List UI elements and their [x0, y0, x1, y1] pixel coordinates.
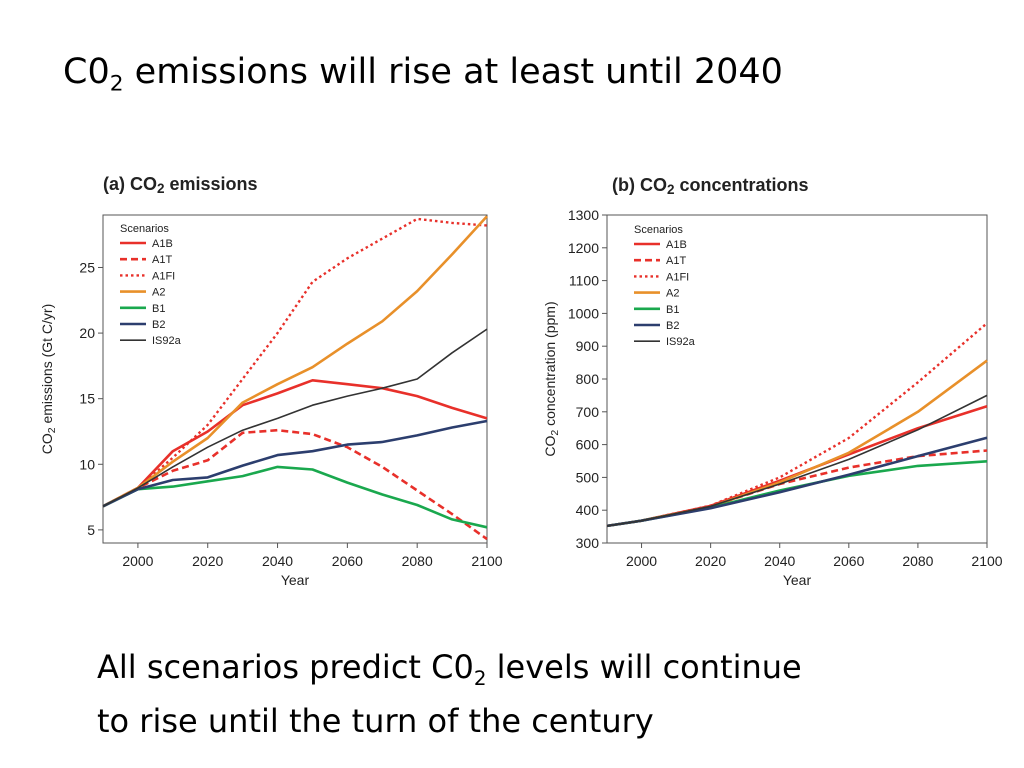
- y-tick-label: 800: [576, 371, 600, 387]
- x-tick-label: 2100: [471, 553, 502, 569]
- x-tick-label: 2040: [764, 553, 795, 569]
- legend-label-is92a: IS92a: [666, 336, 696, 348]
- legend-label-is92a: IS92a: [152, 335, 182, 347]
- legend: Scenarios A1B A1T A1FI A2 B1 B2 IS92a: [120, 223, 182, 347]
- y-tick-label: 1100: [569, 273, 599, 289]
- legend-title: Scenarios: [634, 224, 683, 236]
- legend-label-a2: A2: [152, 287, 165, 299]
- plot-frame: [606, 214, 988, 544]
- y-tick-label: 1300: [568, 207, 599, 223]
- series-line-b2: [102, 419, 488, 508]
- chart-concentrations: (b) CO2 concentrations 300 400 500 600 700 800…: [542, 175, 1003, 588]
- legend: Scenarios A1B A1T A1FI A2 B1 B2 IS92a: [634, 224, 696, 348]
- legend-label-b1: B1: [152, 303, 165, 315]
- x-tick-label: 2000: [626, 553, 657, 569]
- series-line-a1fi: [102, 217, 488, 508]
- y-tick-label: 600: [576, 437, 600, 453]
- legend-label-b2: B2: [152, 319, 165, 331]
- body-line-2: to rise until the turn of the century: [97, 701, 654, 740]
- series-line-a2: [102, 215, 488, 508]
- y-tick-label: 1000: [568, 305, 599, 321]
- y-tick-label: 500: [576, 469, 600, 485]
- y-axis-label: CO2 emissions (Gt C/yr): [39, 304, 58, 455]
- y-tick-label: 5: [87, 522, 95, 538]
- series-line-a1b: [102, 379, 488, 508]
- y-tick-label: 900: [576, 338, 600, 354]
- y-tick-label: 400: [576, 502, 600, 518]
- chart-title: (b) CO2 concentrations: [612, 175, 809, 197]
- legend-title: Scenarios: [120, 223, 169, 235]
- x-axis-label: Year: [281, 572, 310, 588]
- y-tick-label: 10: [79, 456, 95, 472]
- series-line-is92a: [606, 394, 988, 527]
- legend-label-a1b: A1B: [666, 239, 687, 251]
- legend-label-b1: B1: [666, 304, 679, 316]
- series-line-b2: [606, 436, 988, 528]
- series-line-a2: [606, 359, 988, 528]
- series-line-a1t: [102, 428, 488, 541]
- y-tick-label: 20: [79, 325, 95, 341]
- body-line-1: All scenarios predict C02 levels will co…: [97, 648, 802, 690]
- y-tick-label: 15: [79, 391, 95, 407]
- x-tick-label: 2040: [262, 553, 293, 569]
- legend-label-a1b: A1B: [152, 238, 173, 250]
- y-tick-label: 25: [79, 259, 95, 275]
- legend-label-a1t: A1T: [152, 254, 172, 266]
- legend-label-b2: B2: [666, 320, 679, 332]
- legend-label-a1fi: A1FI: [666, 271, 689, 283]
- legend-label-a2: A2: [666, 288, 679, 300]
- chart-emissions: (a) CO2 emissions 5 10 15 20 25 2000 2020 2040 20…: [39, 174, 503, 588]
- series-line-b1: [102, 465, 488, 529]
- plot-frame: [102, 214, 488, 544]
- y-tick-label: 300: [576, 535, 600, 551]
- series-line-is92a: [102, 328, 488, 508]
- slide-body-text: All scenarios predict C02 levels will co…: [97, 646, 802, 742]
- x-tick-label: 2000: [122, 553, 153, 569]
- x-tick-label: 2080: [902, 553, 933, 569]
- y-tick-label: 700: [576, 404, 600, 420]
- y-axis-label: CO2 concentration (ppm): [542, 301, 561, 456]
- x-tick-label: 2020: [695, 553, 726, 569]
- x-tick-label: 2060: [332, 553, 363, 569]
- legend-label-a1fi: A1FI: [152, 270, 175, 282]
- y-tick-label: 1200: [568, 240, 599, 256]
- chart-title: (a) CO2 emissions: [103, 174, 258, 196]
- x-tick-label: 2100: [971, 553, 1002, 569]
- x-axis-label: Year: [783, 572, 812, 588]
- slide-title: C02 emissions will rise at least until 2…: [63, 52, 783, 97]
- x-tick-label: 2060: [833, 553, 864, 569]
- x-tick-label: 2080: [402, 553, 433, 569]
- legend-label-a1t: A1T: [666, 255, 686, 267]
- x-tick-label: 2020: [192, 553, 223, 569]
